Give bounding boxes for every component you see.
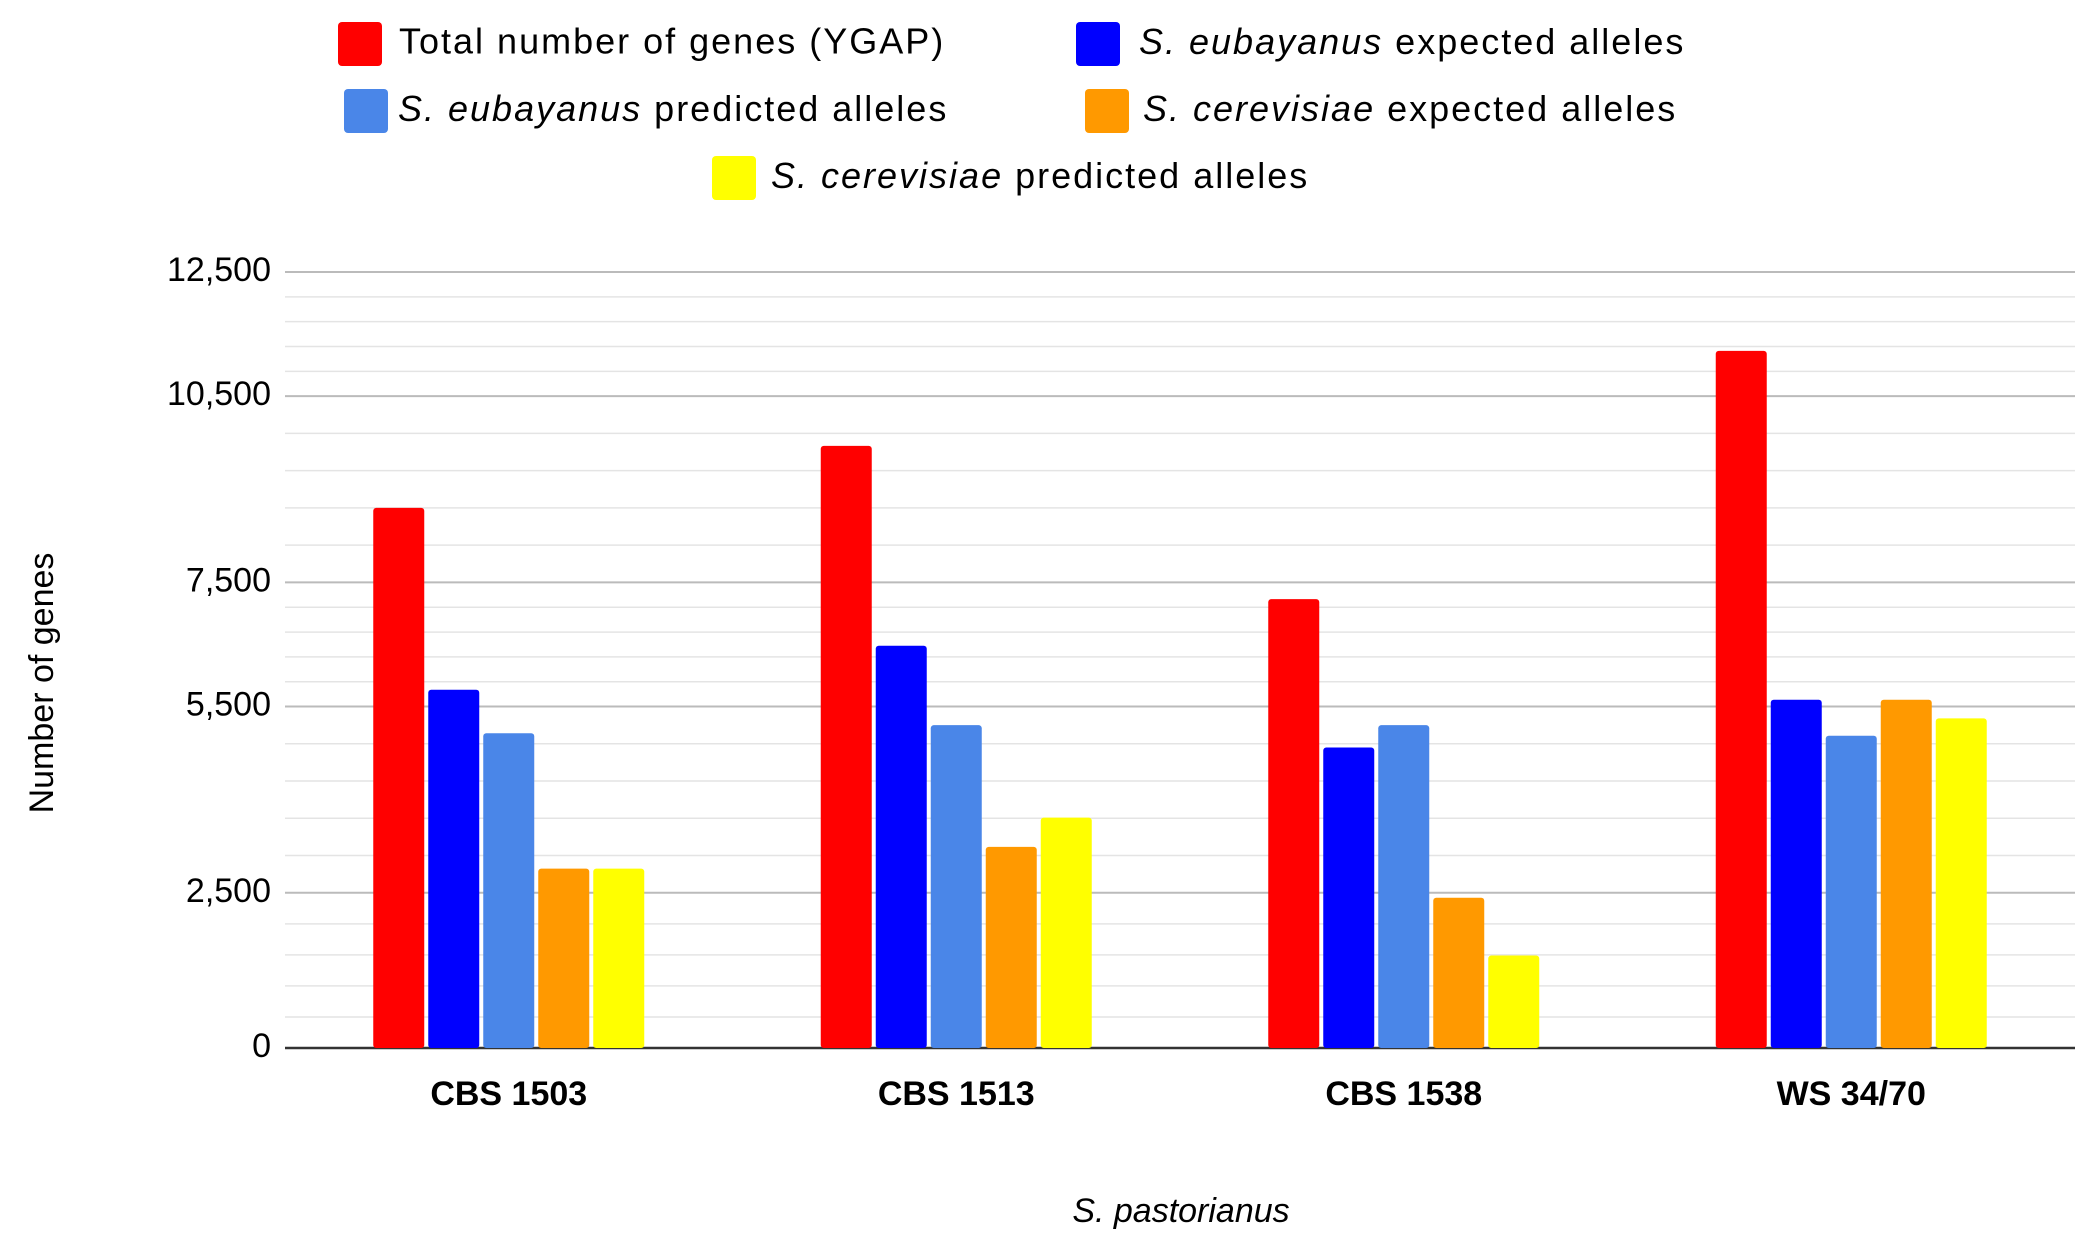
y-tick-label: 5,500 [186, 686, 271, 724]
legend-swatch [1076, 22, 1120, 66]
bar [1323, 747, 1375, 1048]
legend-swatch [344, 89, 388, 133]
x-tick-label: CBS 1503 [430, 1075, 587, 1113]
legend-rest: expected alleles [1383, 21, 1685, 62]
legend-label: S. cerevisiae predicted alleles [771, 155, 1309, 196]
bar [875, 645, 927, 1048]
bar [1880, 699, 1932, 1048]
bar [483, 733, 535, 1048]
legend-species: S. eubayanus [1139, 21, 1383, 62]
bar [1825, 735, 1877, 1048]
legend-swatch [338, 22, 382, 66]
legend-rest: expected alleles [1375, 88, 1677, 129]
bar [820, 445, 872, 1049]
x-axis-title: S. pastorianus [1072, 1192, 1289, 1230]
bar [985, 846, 1037, 1048]
legend-label: S. cerevisiae expected alleles [1143, 88, 1677, 129]
x-tick-label: CBS 1513 [878, 1075, 1035, 1113]
y-tick-label: 2,500 [186, 872, 271, 910]
bar [373, 507, 425, 1048]
legend-species: S. cerevisiae [771, 155, 1003, 196]
legend-rest: predicted alleles [642, 88, 948, 129]
bar [930, 725, 982, 1048]
bar [428, 689, 480, 1048]
bar [1935, 718, 1987, 1048]
y-axis-title: Number of genes [23, 553, 61, 814]
y-tick-label: 12,500 [167, 251, 271, 289]
legend-label: S. eubayanus predicted alleles [398, 88, 948, 129]
bar [1770, 699, 1822, 1048]
bar [1715, 350, 1767, 1048]
bar [1040, 817, 1092, 1048]
legend-species: S. eubayanus [398, 88, 642, 129]
bar [1378, 725, 1430, 1048]
x-tick-label: WS 34/70 [1777, 1075, 1926, 1113]
bar [593, 868, 645, 1048]
y-tick-label: 10,500 [167, 375, 271, 413]
x-tick-label: CBS 1538 [1325, 1075, 1482, 1113]
y-tick-label: 0 [252, 1027, 271, 1065]
bar [1433, 897, 1485, 1048]
legend-rest: predicted alleles [1003, 155, 1309, 196]
bar [1268, 599, 1320, 1048]
y-tick-label: 7,500 [186, 561, 271, 599]
legend-label: S. eubayanus expected alleles [1139, 21, 1685, 62]
legend-swatch [712, 156, 756, 200]
bar [1488, 955, 1540, 1048]
legend-swatch [1085, 89, 1129, 133]
legend-label: Total number of genes (YGAP) [399, 21, 945, 62]
legend-species: S. cerevisiae [1143, 88, 1375, 129]
bar [538, 868, 590, 1048]
